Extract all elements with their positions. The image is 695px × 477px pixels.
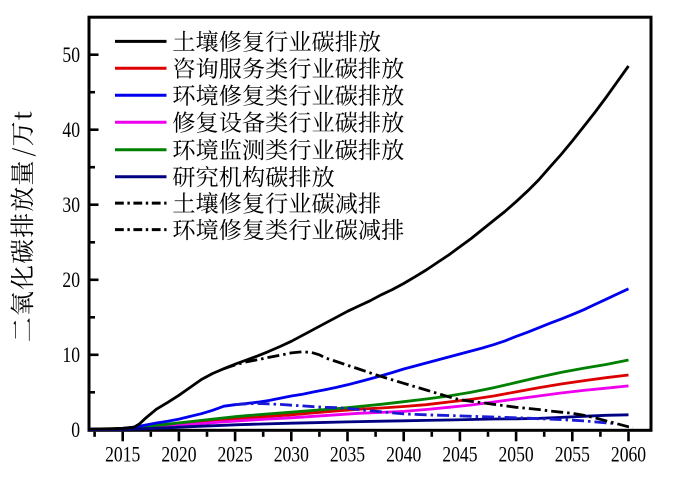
svg-text:2045: 2045 xyxy=(442,443,477,467)
svg-text:2015: 2015 xyxy=(105,443,140,467)
svg-text:20: 20 xyxy=(62,268,80,292)
svg-text:2025: 2025 xyxy=(218,443,253,467)
svg-text:2060: 2060 xyxy=(611,443,646,467)
svg-text:2030: 2030 xyxy=(274,443,309,467)
svg-text:2040: 2040 xyxy=(386,443,421,467)
svg-text:50: 50 xyxy=(62,43,80,67)
svg-text:2035: 2035 xyxy=(330,443,365,467)
svg-text:2055: 2055 xyxy=(555,443,590,467)
svg-text:30: 30 xyxy=(62,193,80,217)
svg-text:0: 0 xyxy=(71,418,80,442)
svg-text:40: 40 xyxy=(62,118,80,142)
svg-text:2020: 2020 xyxy=(161,443,196,467)
svg-text:2050: 2050 xyxy=(499,443,534,467)
svg-text:10: 10 xyxy=(62,343,80,367)
